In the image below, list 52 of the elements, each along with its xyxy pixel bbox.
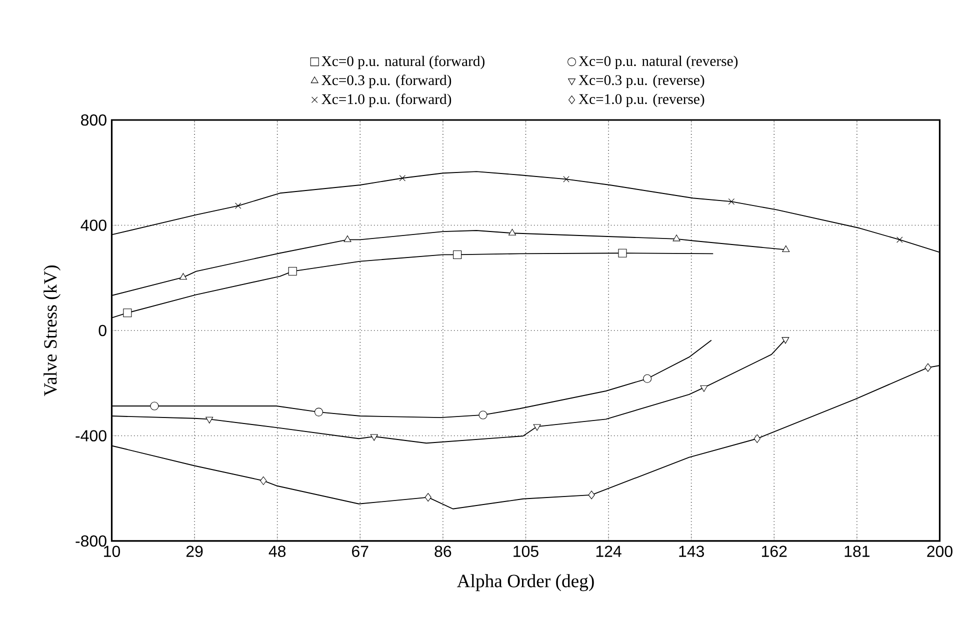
point bbox=[260, 476, 267, 486]
point bbox=[478, 410, 488, 420]
y-axis-title: Valve Stress (kV) bbox=[44, 265, 61, 396]
point bbox=[453, 250, 462, 259]
point bbox=[588, 490, 595, 500]
y-tick-label: -800 bbox=[76, 535, 106, 547]
point bbox=[314, 408, 324, 416]
x-tick-label: 143 bbox=[679, 546, 704, 558]
point bbox=[288, 267, 297, 276]
x-tick-label: 86 bbox=[434, 546, 452, 558]
legend-label: Xc=1.0 p.u. (reverse) bbox=[578, 94, 704, 108]
point bbox=[782, 245, 790, 252]
point bbox=[370, 434, 378, 441]
point bbox=[672, 234, 680, 242]
x-axis-title: Alpha Order (deg) bbox=[456, 574, 594, 592]
x-tick-label: 48 bbox=[268, 546, 286, 558]
x-tick-label: 10 bbox=[104, 546, 120, 558]
point bbox=[424, 493, 432, 502]
point bbox=[235, 202, 242, 209]
point bbox=[206, 416, 214, 424]
legend-label: Xc=0.3 p.u. (reverse) bbox=[578, 74, 704, 88]
y-tick-label: 800 bbox=[81, 114, 106, 126]
point bbox=[399, 175, 406, 182]
point bbox=[123, 308, 132, 318]
point bbox=[563, 176, 570, 182]
point bbox=[700, 385, 708, 392]
x-tick-label: 29 bbox=[186, 546, 203, 558]
y-tick-label: -400 bbox=[76, 430, 106, 442]
legend-label: Xc=1.0 p.u. (forward) bbox=[322, 94, 452, 108]
point bbox=[643, 374, 652, 383]
point bbox=[533, 424, 541, 431]
x-tick-label: 200 bbox=[927, 546, 952, 558]
point bbox=[728, 198, 735, 205]
legend-label: Xc=0 p.u. natural (forward) bbox=[322, 56, 484, 70]
point bbox=[896, 236, 903, 243]
point bbox=[179, 273, 187, 280]
legend-label: Xc=0.3 p.u. (forward) bbox=[322, 74, 452, 88]
point bbox=[782, 337, 790, 344]
x-tick-label: 181 bbox=[844, 546, 870, 558]
x-tick-label: 124 bbox=[596, 546, 622, 557]
y-tick-label: 0 bbox=[98, 324, 106, 336]
point bbox=[508, 228, 516, 236]
x-tick-label: 67 bbox=[352, 546, 368, 558]
point bbox=[618, 248, 627, 258]
point bbox=[344, 235, 352, 242]
x-tick-label: 162 bbox=[762, 546, 787, 558]
y-tick-label: 400 bbox=[80, 220, 106, 231]
point bbox=[924, 363, 932, 372]
point bbox=[150, 402, 159, 410]
point bbox=[754, 434, 760, 443]
legend-label: Xc=0 p.u. natural (reverse) bbox=[578, 56, 738, 70]
x-tick-label: 105 bbox=[514, 546, 538, 558]
